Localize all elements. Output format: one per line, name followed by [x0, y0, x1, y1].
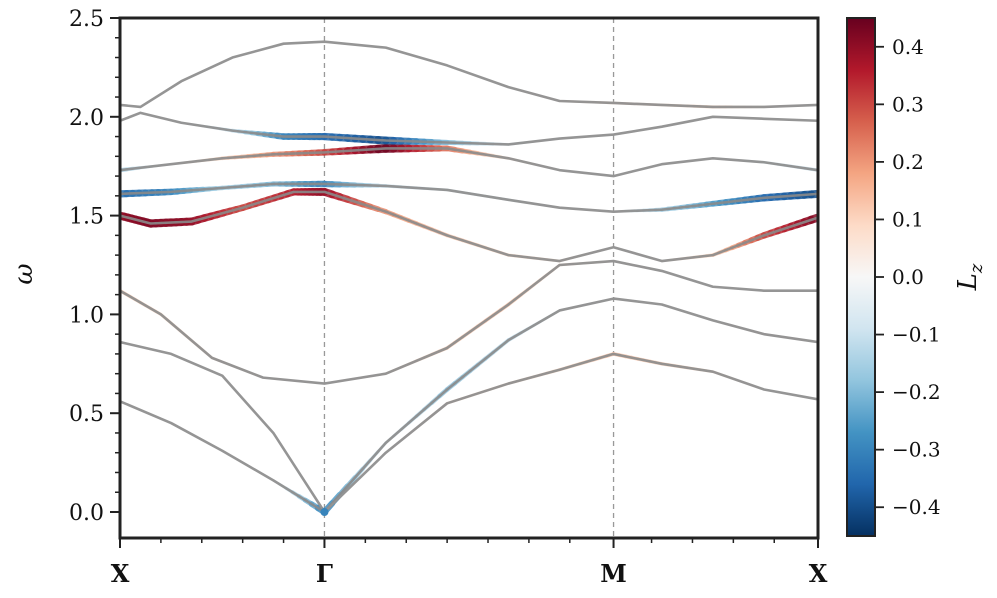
- band-6: [120, 187, 818, 263]
- y-axis: 0.0 0.5 1.0 1.5 2.0 2.5: [69, 7, 120, 526]
- band-4: [321, 297, 818, 516]
- band-line: [120, 147, 818, 178]
- band-5: [323, 352, 818, 513]
- x-tick-label: Γ: [316, 559, 333, 588]
- gamma-point-marker: [320, 508, 329, 516]
- band-3: [120, 259, 818, 385]
- plot-frame: [118, 16, 820, 540]
- colorbar-axis: −0.4 −0.3 −0.2 −0.1 0.0 0.1 0.2 0.3 0.4: [875, 35, 941, 519]
- band-line: [120, 182, 818, 213]
- colorbar: [846, 17, 876, 537]
- x-tick-label: X: [809, 559, 828, 588]
- colorbar-tick-label: 0.2: [892, 150, 924, 174]
- colorbar-tick-label: −0.4: [892, 495, 941, 519]
- colorbar-label: Lz: [953, 263, 987, 291]
- colorbar-tick-label: 0.1: [892, 207, 924, 231]
- y-tick-label: 2.0: [69, 106, 104, 131]
- y-tick-label: 1.5: [69, 205, 104, 230]
- band-10: [120, 40, 818, 109]
- band-9: [120, 111, 818, 146]
- colorbar-tick-label: 0.4: [892, 35, 924, 59]
- y-tick-label: 0.5: [69, 402, 104, 427]
- colorbar-tick-label: −0.3: [892, 438, 941, 462]
- band-line: [120, 400, 326, 514]
- x-tick-label: X: [111, 559, 130, 588]
- y-tick-label: 1.0: [69, 303, 104, 328]
- colorbar-tick-label: −0.2: [892, 380, 941, 404]
- band-lines: [120, 40, 818, 516]
- band-line: [120, 340, 326, 513]
- band-8: [120, 144, 818, 178]
- band-line: [120, 40, 818, 109]
- band-line: [120, 190, 818, 263]
- band-1: [120, 400, 328, 516]
- y-axis-label: ω: [9, 263, 39, 284]
- band-line: [120, 111, 818, 146]
- colorbar-tick-label: 0.3: [892, 92, 924, 116]
- y-tick-label: 0.0: [69, 501, 104, 526]
- band-line: [323, 297, 818, 513]
- x-tick-label: M: [600, 559, 627, 588]
- band-line: [120, 259, 818, 385]
- symmetry-lines: [323, 18, 615, 538]
- colorbar-tick-label: −0.1: [892, 323, 941, 347]
- y-tick-label: 2.5: [69, 7, 104, 32]
- band-2: [120, 340, 326, 513]
- plot-background: [120, 18, 818, 538]
- band-line: [323, 352, 818, 513]
- colorbar-tick-label: 0.0: [892, 265, 924, 289]
